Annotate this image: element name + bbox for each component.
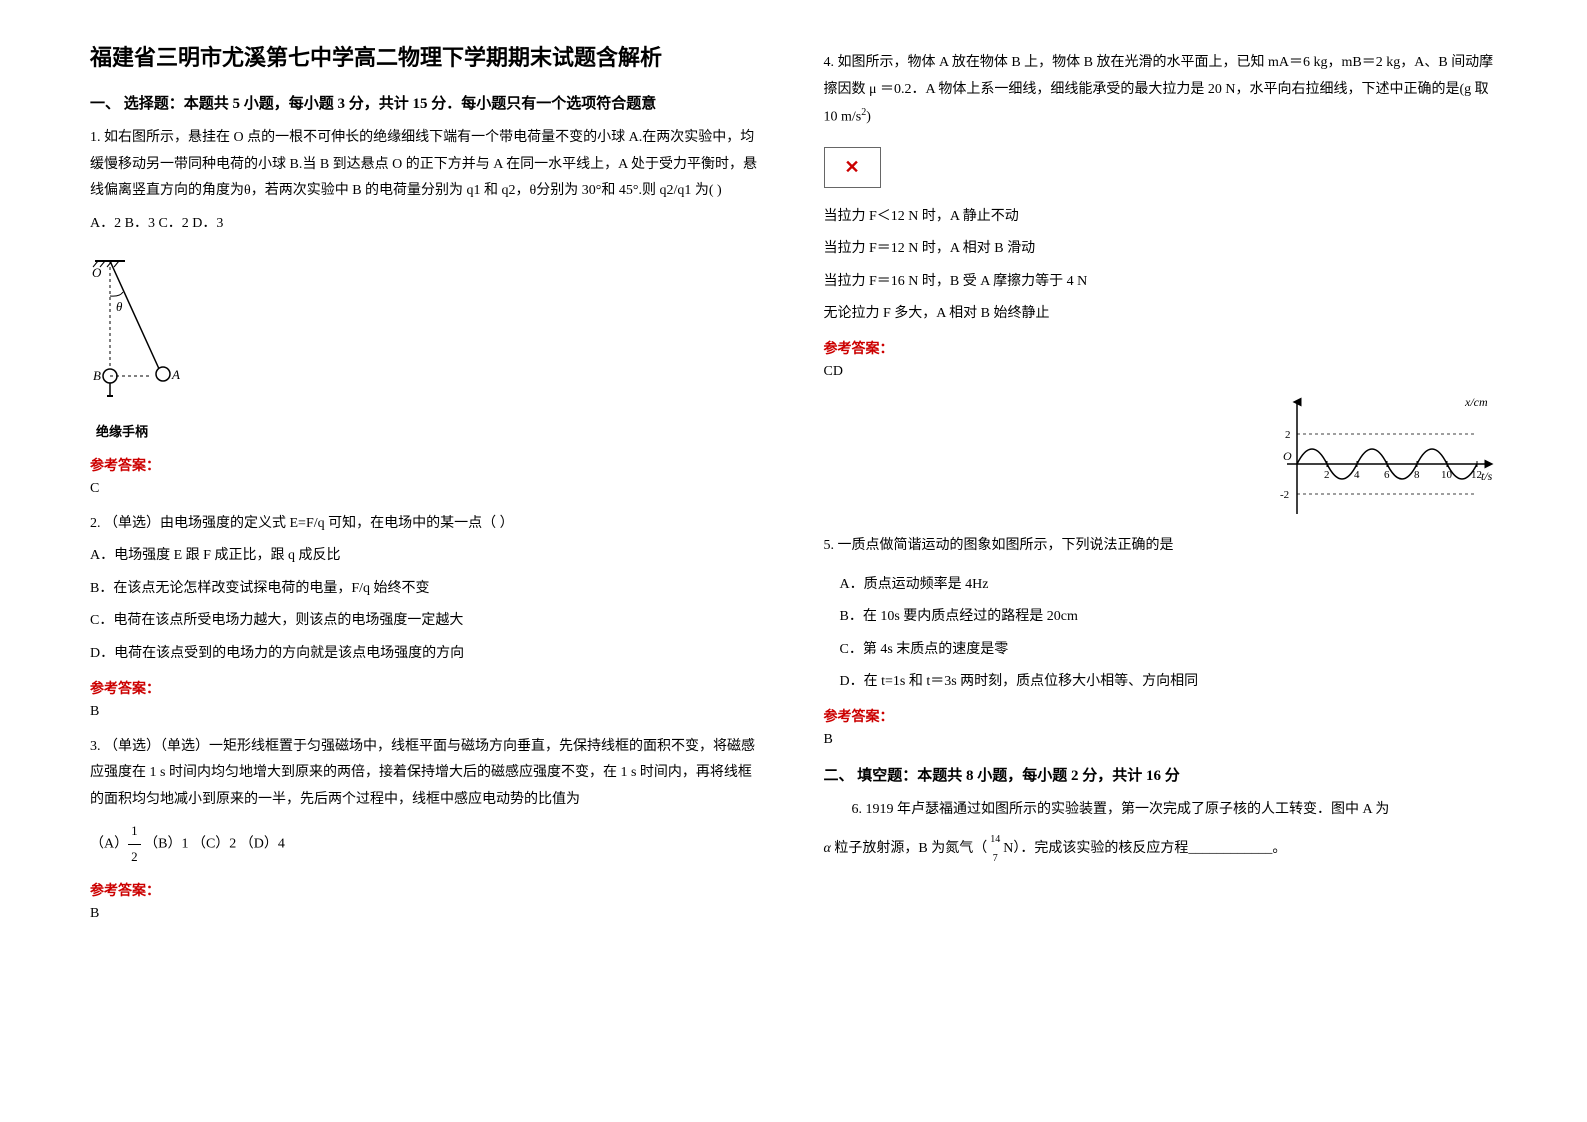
alpha-symbol: α bbox=[824, 841, 831, 856]
q2-opt-a: A．电场强度 E 跟 F 成正比，跟 q 成反比 bbox=[90, 543, 764, 570]
svg-text:x/cm: x/cm bbox=[1464, 395, 1488, 409]
svg-text:θ: θ bbox=[116, 299, 123, 314]
pendulum-diagram: O θ A B bbox=[90, 251, 210, 401]
q4-opt-a: 当拉力 F＜12 N 时，A 静止不动 bbox=[824, 204, 1498, 231]
question-5: 5. 一质点做简谐运动的图象如图所示，下列说法正确的是 x/cm t/s 2 -… bbox=[824, 394, 1498, 696]
q1-options: A．2 B．3 C．2 D．3 bbox=[90, 211, 764, 238]
q2-text: 2. （单选）由电场强度的定义式 E=F/q 可知，在电场中的某一点（ ） bbox=[90, 511, 764, 538]
broken-image-icon: ✕ bbox=[824, 147, 881, 187]
q5-opt-d: D．在 t=1s 和 t＝3s 两时刻，质点位移大小相等、方向相同 bbox=[840, 669, 1498, 696]
q5-text: 5. 一质点做简谐运动的图象如图所示，下列说法正确的是 bbox=[824, 533, 1258, 560]
q4-opt-d: 无论拉力 F 多大，A 相对 B 始终静止 bbox=[824, 301, 1498, 328]
question-4: 4. 如图所示，物体 A 放在物体 B 上，物体 B 放在光滑的水平面上，已知 … bbox=[824, 50, 1498, 328]
ref-answer-label-4: 参考答案： bbox=[824, 338, 1498, 358]
q5-opt-a: A．质点运动频率是 4Hz bbox=[840, 572, 1498, 599]
svg-text:B: B bbox=[93, 368, 101, 383]
q6-line1: 6. 1919 年卢瑟福通过如图所示的实验装置，第一次完成了原子核的人工转变．图… bbox=[824, 797, 1498, 824]
svg-text:-2: -2 bbox=[1280, 489, 1289, 501]
nitrogen-isotope: 147 bbox=[987, 830, 1003, 868]
q2-answer: B bbox=[90, 704, 99, 719]
q4-answer: CD bbox=[824, 364, 843, 379]
q5-answer: B bbox=[824, 732, 833, 747]
pendulum-label: 绝缘手柄 bbox=[96, 420, 764, 445]
svg-text:t/s: t/s bbox=[1481, 469, 1493, 483]
svg-text:O: O bbox=[92, 265, 102, 280]
question-2: 2. （单选）由电场强度的定义式 E=F/q 可知，在电场中的某一点（ ） A．… bbox=[90, 511, 764, 668]
ref-answer-label-5: 参考答案： bbox=[824, 706, 1498, 726]
q3-text: 3. （单选）（单选）一矩形线框置于匀强磁场中，线框平面与磁场方向垂直，先保持线… bbox=[90, 734, 764, 814]
q4-opt-b: 当拉力 F＝12 N 时，A 相对 B 滑动 bbox=[824, 236, 1498, 263]
q1-answer: C bbox=[90, 481, 99, 496]
svg-text:2: 2 bbox=[1285, 429, 1291, 441]
fraction-half: 12 bbox=[128, 819, 141, 869]
q2-opt-c: C．电荷在该点所受电场力越大，则该点的电场强度一定越大 bbox=[90, 608, 764, 635]
svg-text:2: 2 bbox=[1324, 469, 1330, 481]
q3-opt-rest: （B）1 （C）2 （D）4 bbox=[141, 837, 285, 852]
q1-text: 1. 如右图所示，悬挂在 O 点的一根不可伸长的绝缘细线下端有一个带电荷量不变的… bbox=[90, 125, 764, 205]
left-column: 福建省三明市尤溪第七中学高二物理下学期期末试题含解析 一、 选择题：本题共 5 … bbox=[60, 40, 794, 1082]
q3-options: （A）12 （B）1 （C）2 （D）4 bbox=[90, 819, 764, 869]
svg-text:O: O bbox=[1283, 449, 1292, 463]
question-3: 3. （单选）（单选）一矩形线框置于匀强磁场中，线框平面与磁场方向垂直，先保持线… bbox=[90, 734, 764, 870]
ref-answer-label-3: 参考答案： bbox=[90, 880, 764, 900]
q5-opt-b: B．在 10s 要内质点经过的路程是 20cm bbox=[840, 604, 1498, 631]
q3-answer: B bbox=[90, 906, 99, 921]
q5-opt-c: C．第 4s 末质点的速度是零 bbox=[840, 637, 1498, 664]
svg-text:4: 4 bbox=[1354, 469, 1360, 481]
svg-text:8: 8 bbox=[1414, 469, 1420, 481]
section-2-header: 二、 填空题：本题共 8 小题，每小题 2 分，共计 16 分 bbox=[824, 764, 1498, 785]
q2-opt-d: D．电荷在该点受到的电场力的方向就是该点电场强度的方向 bbox=[90, 641, 764, 668]
shm-graph: x/cm t/s 2 -2 O 2 4 6 8 10 12 bbox=[1267, 394, 1497, 524]
svg-text:6: 6 bbox=[1384, 469, 1390, 481]
ref-answer-label-2: 参考答案： bbox=[90, 678, 764, 698]
question-1: 1. 如右图所示，悬挂在 O 点的一根不可伸长的绝缘细线下端有一个带电荷量不变的… bbox=[90, 125, 764, 445]
ref-answer-label-1: 参考答案： bbox=[90, 455, 764, 475]
page-title: 福建省三明市尤溪第七中学高二物理下学期期末试题含解析 bbox=[90, 40, 764, 72]
q2-opt-b: B．在该点无论怎样改变试探电荷的电量，F/q 始终不变 bbox=[90, 576, 764, 603]
q3-opt-a: （A） bbox=[90, 837, 128, 852]
question-6: 6. 1919 年卢瑟福通过如图所示的实验装置，第一次完成了原子核的人工转变．图… bbox=[824, 797, 1498, 868]
q6-line2: α 粒子放射源，B 为氮气（147N）．完成该实验的核反应方程_________… bbox=[824, 830, 1498, 868]
q4-opt-c: 当拉力 F＝16 N 时，B 受 A 摩擦力等于 4 N bbox=[824, 269, 1498, 296]
right-column: 4. 如图所示，物体 A 放在物体 B 上，物体 B 放在光滑的水平面上，已知 … bbox=[794, 40, 1528, 1082]
svg-text:A: A bbox=[171, 367, 180, 382]
section-1-header: 一、 选择题：本题共 5 小题，每小题 3 分，共计 15 分．每小题只有一个选… bbox=[90, 92, 764, 113]
q4-text: 4. 如图所示，物体 A 放在物体 B 上，物体 B 放在光滑的水平面上，已知 … bbox=[824, 50, 1498, 131]
